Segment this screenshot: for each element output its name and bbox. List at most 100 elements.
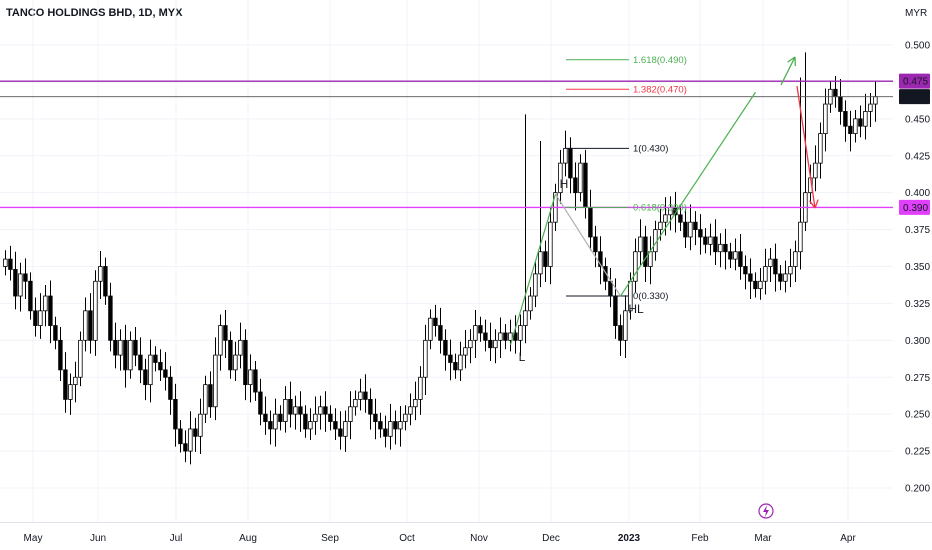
candle: [818, 122, 823, 179]
candle: [238, 322, 243, 369]
bearish-projection-arrow[interactable]: [796, 85, 819, 209]
candle: [513, 315, 518, 354]
candle: [508, 319, 513, 352]
candle: [178, 420, 183, 453]
event-lightning-icon[interactable]: [758, 503, 774, 519]
candle-body: [688, 221, 693, 238]
price-tick-label: 0.225: [905, 447, 930, 458]
candle: [78, 331, 83, 387]
candle-body: [138, 354, 143, 371]
candle-body: [638, 236, 643, 253]
candle-body: [333, 421, 338, 430]
candle-body: [408, 406, 413, 415]
candle: [353, 390, 358, 416]
trend-line[interactable]: [509, 193, 557, 345]
candle: [643, 225, 648, 283]
candle: [213, 337, 218, 421]
candle: [683, 208, 688, 249]
candle-body: [383, 428, 388, 437]
level-price-badge: [899, 73, 930, 89]
candle-body: [513, 332, 518, 341]
candle-body: [773, 258, 778, 275]
candle-body: [343, 421, 348, 437]
candle-body: [243, 339, 248, 386]
candle-body: [233, 354, 238, 371]
candle: [688, 204, 693, 251]
price-axis[interactable]: MYR 0.500 0.475 0.450 0.425 0.400 0.375 0.350 0.…: [893, 0, 932, 550]
candle-body: [663, 214, 668, 223]
candle-body: [413, 398, 418, 408]
candle: [208, 371, 213, 418]
candle-body: [323, 406, 328, 415]
time-tick-label: Aug: [239, 533, 257, 544]
trend-line[interactable]: [554, 193, 622, 297]
candle: [158, 349, 163, 381]
candle: [183, 430, 188, 463]
price-tick-label: 0.300: [905, 336, 930, 347]
candle: [483, 319, 488, 352]
candle: [378, 412, 383, 438]
candle: [438, 307, 443, 354]
candle-body: [603, 266, 608, 282]
candle: [398, 406, 403, 447]
candle: [538, 140, 543, 288]
candle-body: [433, 317, 438, 326]
candle: [463, 329, 468, 369]
candle-body: [838, 96, 843, 112]
candle-body: [783, 273, 788, 282]
candle: [708, 223, 713, 256]
time-tick-label: Oct: [399, 533, 415, 544]
candle: [113, 322, 118, 369]
candle-body: [218, 325, 223, 356]
candle-body: [788, 266, 793, 275]
candle-body: [438, 325, 443, 341]
candle: [73, 361, 78, 403]
candle: [583, 149, 588, 219]
candle: [388, 403, 393, 450]
candle: [128, 331, 133, 379]
bullish-projection-arrow[interactable]: [780, 56, 796, 86]
time-axis[interactable]: May Jun Jul Aug Sep Oct Nov Dec 2023 Feb Mar Apr: [0, 522, 932, 550]
candle-body: [213, 354, 218, 408]
pivot-label: HL: [628, 302, 644, 316]
candle: [383, 415, 388, 448]
candle-body: [143, 369, 148, 386]
candle: [738, 234, 743, 280]
candle: [548, 206, 553, 285]
candle: [523, 114, 528, 344]
candle-body: [588, 207, 593, 238]
price-tick-label: 0.375: [905, 225, 930, 236]
last-price-text: 0.465: [903, 92, 928, 103]
time-tick-label: Jun: [90, 533, 106, 544]
candle: [333, 408, 338, 441]
candlestick-series: [3, 52, 878, 465]
candle-body: [733, 251, 738, 260]
candle: [728, 242, 733, 268]
candle: [853, 109, 858, 143]
candle: [228, 331, 233, 379]
candle: [193, 417, 198, 452]
candle-body: [403, 413, 408, 422]
candle: [88, 293, 93, 354]
candle-body: [868, 103, 873, 112]
candle: [773, 243, 778, 292]
candle-body: [163, 369, 168, 378]
price-tick-label: 0.200: [905, 484, 930, 495]
candle: [173, 383, 178, 447]
candle: [38, 293, 43, 339]
time-tick-label: 2023: [618, 533, 641, 544]
candle-body: [473, 325, 478, 341]
candle-body: [368, 398, 373, 415]
candle-body: [863, 111, 868, 127]
candle: [338, 411, 343, 450]
candle-body: [103, 266, 108, 297]
candle: [693, 211, 698, 246]
candle: [678, 205, 683, 232]
candle-body: [73, 376, 78, 386]
trend-line[interactable]: [619, 91, 757, 297]
candle: [448, 339, 453, 381]
candle-body: [248, 369, 253, 386]
candle: [118, 329, 123, 371]
candle: [838, 78, 843, 125]
